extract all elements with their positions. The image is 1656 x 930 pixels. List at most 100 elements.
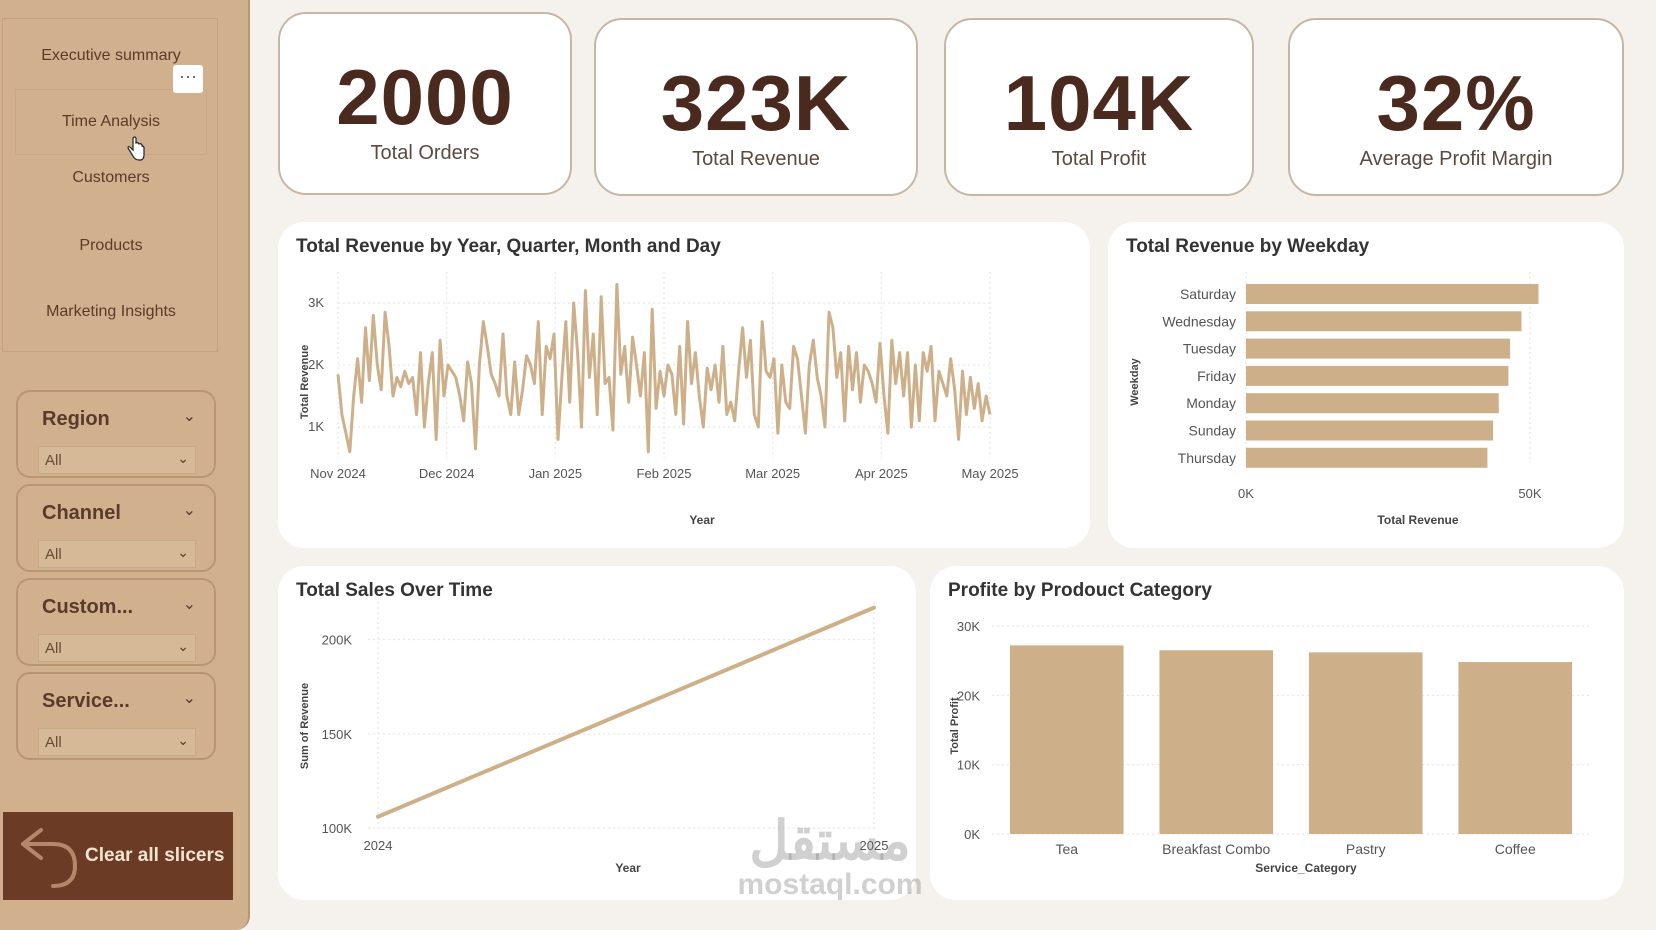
chart-revenue-by-weekday-card: Total Revenue by Weekday Weekday Total R… (1108, 222, 1624, 548)
x-tick-label: Apr 2025 (855, 466, 908, 481)
kpi-value: 323K (660, 59, 852, 147)
x-axis-label: Year (615, 861, 641, 875)
kpi-value: 2000 (336, 53, 514, 141)
category-bar-chart: Total Profit Service_Category 0K 10K 20K 30… (949, 619, 1590, 875)
category-label: Thursday (1178, 450, 1236, 466)
bar-breakfast-combo (1159, 650, 1274, 834)
x-axis-label: Service_Category (1255, 861, 1357, 875)
kpi-total-revenue: 323K Total Revenue (594, 18, 918, 196)
y-tick-label: 0K (964, 827, 980, 842)
y-tick-label: 10K (957, 758, 980, 773)
chevron-down-icon: ⌄ (177, 450, 189, 466)
category-label: Coffee (1495, 841, 1536, 857)
x-tick-label: 2025 (860, 838, 889, 853)
y-axis-label: Total Revenue (299, 345, 311, 419)
slicer-customer-value: All (45, 640, 62, 657)
category-label: Friday (1197, 368, 1236, 384)
sales-series-line (376, 605, 876, 819)
y-axis-label: Total Profit (949, 697, 961, 755)
nav-executive-summary[interactable]: Executive summary (41, 47, 181, 64)
watermark-latin: mostaql.com (737, 868, 923, 901)
undo-arrow-icon (21, 828, 78, 888)
x-axis-label: Total Revenue (1377, 513, 1458, 527)
y-axis-label: Weekday (1129, 357, 1141, 405)
bar-saturday (1246, 284, 1539, 304)
chevron-down-icon[interactable]: ⌄ (182, 690, 196, 707)
chevron-down-icon[interactable]: ⌄ (182, 596, 196, 613)
bar-tuesday (1246, 338, 1511, 359)
x-tick-label: Nov 2024 (310, 466, 366, 481)
chart-title: Total Revenue by Year, Quarter, Month an… (296, 236, 721, 257)
chart-title: Total Sales Over Time (296, 580, 493, 601)
bar-wednesday (1246, 311, 1522, 332)
clear-all-slicers-label: Clear all slicers (85, 845, 225, 866)
revenue-series-line (336, 282, 992, 454)
bar-thursday (1246, 447, 1488, 468)
x-tick-label: May 2025 (961, 466, 1018, 481)
slicer-region: Region ⌄ All ⌄ (16, 390, 216, 478)
kpi-total-profit: 104K Total Profit (944, 18, 1254, 196)
chart-title: Profite by Prodouct Category (948, 580, 1212, 601)
y-tick-label: 1K (308, 419, 324, 434)
nav-marketing-insights[interactable]: Marketing Insights (46, 303, 176, 320)
slicer-region-title: Region (42, 408, 110, 430)
category-label: Tea (1055, 841, 1078, 857)
bar-monday (1246, 393, 1499, 414)
x-tick-label: Feb 2025 (637, 466, 692, 481)
x-tick-label: 2024 (364, 838, 393, 853)
slicer-customer-dropdown[interactable]: All ⌄ (38, 634, 196, 662)
slicer-service-title: Service... (42, 690, 130, 712)
sales-line-chart: Sum of Revenue Year 100K 150K 200K 2024 2025 (299, 602, 889, 875)
slicer-service-value: All (45, 734, 62, 751)
bar-tea (1009, 645, 1124, 834)
chevron-down-icon: ⌄ (177, 638, 189, 654)
x-tick-label: Jan 2025 (529, 466, 583, 481)
y-tick-label: 200K (322, 633, 353, 648)
slicer-channel-title: Channel (42, 502, 121, 524)
clear-all-slicers-button[interactable]: Clear all slicers (3, 812, 233, 900)
bar-coffee (1458, 662, 1573, 834)
y-axis-label: Sum of Revenue (299, 683, 311, 769)
category-label: Tuesday (1183, 341, 1236, 357)
weekday-bar-chart: Weekday Total Revenue 0K 50K Saturday Wedne… (1129, 272, 1542, 527)
more-options-button[interactable]: ··· (173, 65, 203, 93)
category-label: Breakfast Combo (1162, 841, 1270, 857)
page-navigator: Executive summary Time Analysis Customer… (2, 18, 218, 352)
y-tick-label: 2K (308, 357, 324, 372)
y-tick-label: 30K (957, 619, 980, 634)
slicer-region-dropdown[interactable]: All ⌄ (38, 446, 196, 474)
x-tick-label: 50K (1518, 486, 1541, 501)
nav-customers[interactable]: Customers (72, 169, 150, 186)
slicer-customer-title: Custom... (42, 596, 134, 618)
watermark-arabic: مستقل (749, 811, 911, 871)
chart-profit-by-category-card: Profite by Prodouct Category Total Profi… (930, 566, 1624, 900)
x-axis-label: Year (689, 513, 715, 527)
category-label: Monday (1186, 395, 1236, 411)
kpi-value: 104K (1003, 59, 1195, 147)
category-label: Sunday (1189, 423, 1236, 439)
sidebar: Executive summary Time Analysis Customer… (0, 0, 250, 930)
slicer-channel-dropdown[interactable]: All ⌄ (38, 540, 196, 568)
y-tick-label: 20K (957, 688, 980, 703)
slicer-region-value: All (45, 452, 62, 469)
chevron-down-icon[interactable]: ⌄ (182, 408, 196, 425)
nav-time-analysis[interactable]: Time Analysis (15, 89, 207, 155)
kpi-value: 32% (1376, 59, 1536, 147)
chart-sales-over-time-card: Total Sales Over Time Sum of Revenue Yea… (278, 566, 916, 900)
y-tick-label: 3K (308, 295, 324, 310)
x-tick-label: Mar 2025 (745, 466, 800, 481)
chevron-down-icon[interactable]: ⌄ (182, 502, 196, 519)
category-label: Wednesday (1162, 313, 1236, 329)
slicer-service: Service... ⌄ All ⌄ (16, 672, 216, 760)
kpi-average-profit-margin: 32% Average Profit Margin (1288, 18, 1624, 196)
bar-friday (1246, 365, 1509, 386)
slicer-service-dropdown[interactable]: All ⌄ (38, 728, 196, 756)
kpi-label: Total Profit (1051, 148, 1147, 170)
revenue-line-chart: Total Revenue Year Nov 2024 Dec 2024 Jan 2… (299, 272, 1019, 527)
kpi-total-orders: 2000 Total Orders (278, 12, 572, 195)
chevron-down-icon: ⌄ (177, 544, 189, 560)
bar-pastry (1308, 652, 1423, 834)
nav-products[interactable]: Products (79, 237, 143, 254)
kpi-label: Total Revenue (692, 148, 820, 170)
chevron-down-icon: ⌄ (177, 732, 189, 748)
